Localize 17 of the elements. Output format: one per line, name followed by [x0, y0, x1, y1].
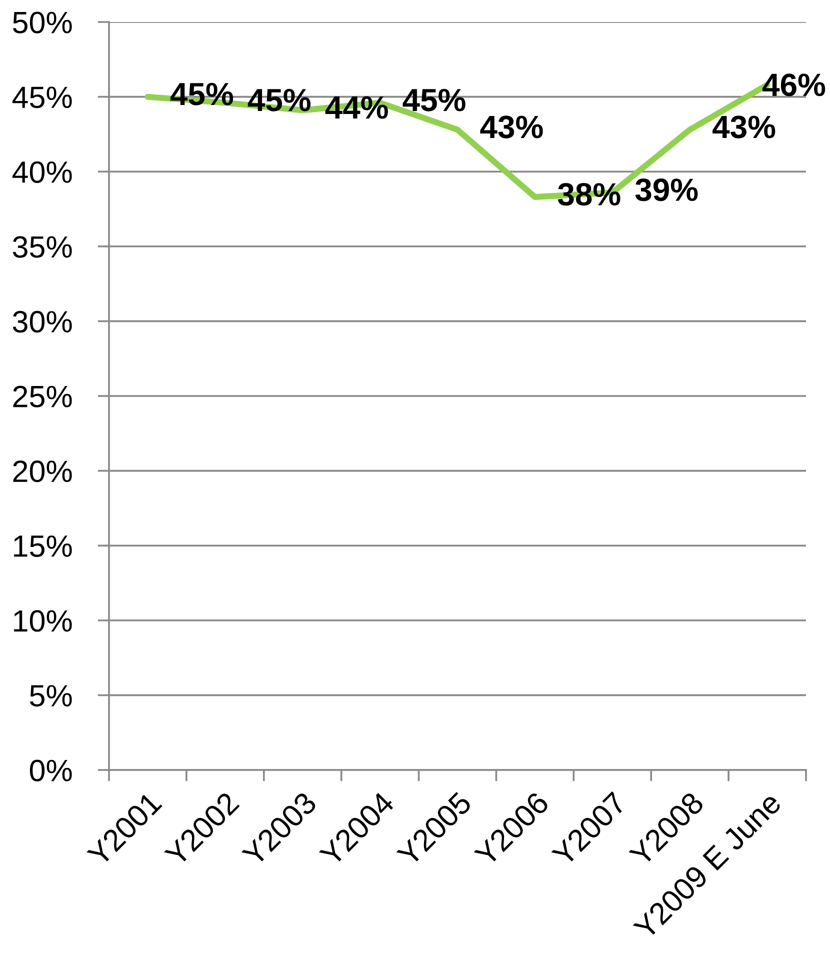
y-tick-label: 0% [30, 760, 72, 782]
y-tick-label: 25% [13, 386, 72, 408]
y-tick-label: 20% [13, 460, 72, 482]
y-tick-label: 50% [12, 12, 72, 34]
y-tick-label: 10% [14, 610, 72, 632]
data-label: 43% [480, 116, 543, 138]
data-label: 43% [712, 116, 776, 138]
y-tick-label: 30% [12, 310, 72, 333]
data-label: 38% [558, 182, 620, 206]
y-tick-label: 35% [12, 236, 72, 258]
data-label: 46% [762, 74, 826, 96]
data-label: 45% [402, 88, 466, 112]
y-tick-label: 40% [12, 161, 72, 183]
y-tick-label: 5% [30, 685, 72, 707]
data-label: 39% [635, 178, 698, 202]
y-tick-label: 45% [12, 86, 72, 108]
y-tick-label: 15% [14, 535, 72, 557]
